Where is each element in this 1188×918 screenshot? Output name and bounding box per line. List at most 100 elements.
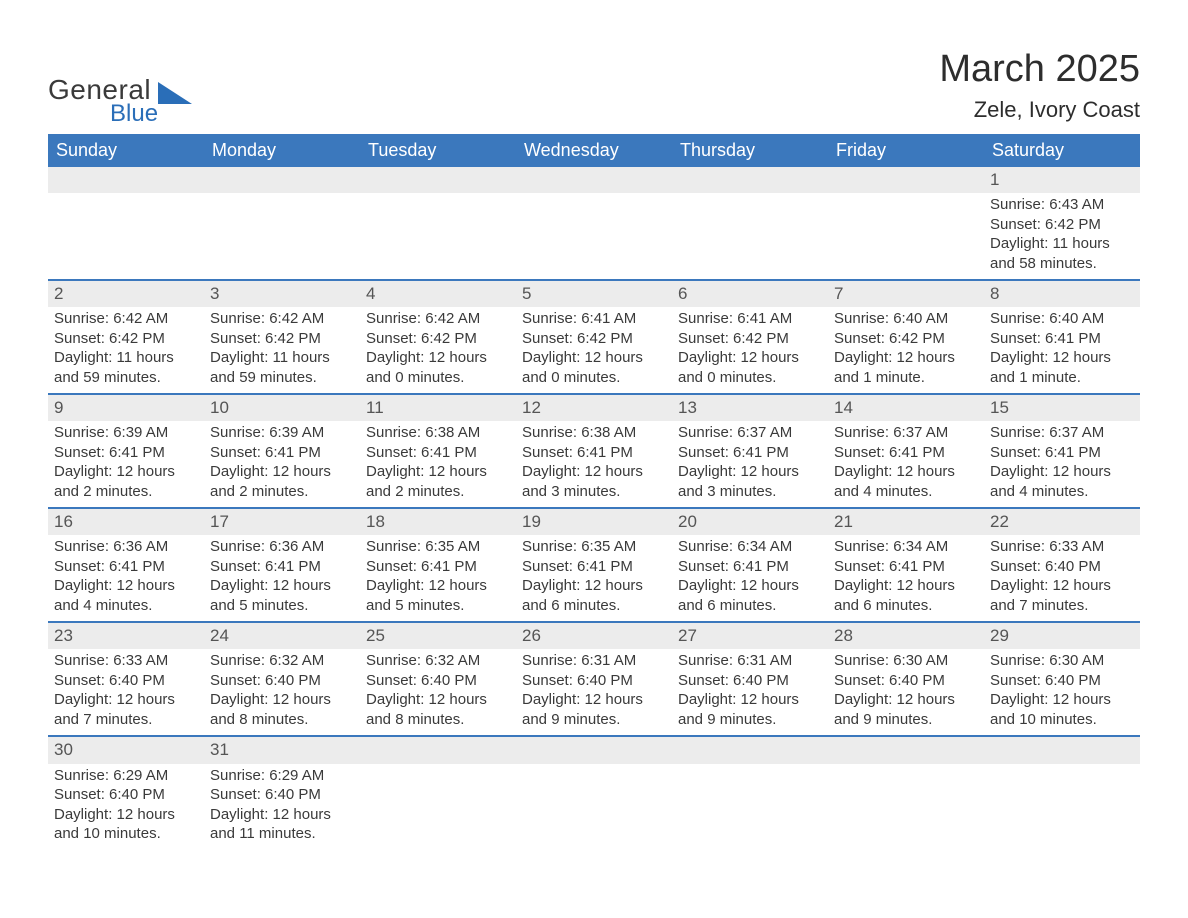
day-day1: Daylight: 12 hours xyxy=(366,690,510,710)
day-sunrise: Sunrise: 6:30 AM xyxy=(834,651,978,671)
day-content-cell: Sunrise: 6:34 AMSunset: 6:41 PMDaylight:… xyxy=(828,535,984,622)
day-number-cell xyxy=(48,167,204,193)
day-content-cell: Sunrise: 6:32 AMSunset: 6:40 PMDaylight:… xyxy=(204,649,360,736)
day-number-row: 3031 xyxy=(48,736,1140,763)
day-sunset: Sunset: 6:41 PM xyxy=(54,443,198,463)
day-number-cell: 3 xyxy=(204,280,360,307)
weekday-header: Tuesday xyxy=(360,134,516,167)
day-day2: and 4 minutes. xyxy=(990,482,1134,502)
day-number-row: 2345678 xyxy=(48,280,1140,307)
day-day2: and 4 minutes. xyxy=(834,482,978,502)
day-sunset: Sunset: 6:40 PM xyxy=(210,671,354,691)
day-day1: Daylight: 12 hours xyxy=(366,576,510,596)
day-day2: and 4 minutes. xyxy=(54,596,198,616)
day-sunset: Sunset: 6:40 PM xyxy=(522,671,666,691)
day-number-cell xyxy=(672,167,828,193)
day-sunset: Sunset: 6:40 PM xyxy=(834,671,978,691)
day-day1: Daylight: 12 hours xyxy=(54,805,198,825)
day-sunset: Sunset: 6:41 PM xyxy=(522,443,666,463)
day-day1: Daylight: 12 hours xyxy=(834,576,978,596)
day-number-row: 23242526272829 xyxy=(48,622,1140,649)
day-number-cell xyxy=(360,167,516,193)
day-number-cell xyxy=(828,736,984,763)
day-day1: Daylight: 12 hours xyxy=(678,462,822,482)
day-sunset: Sunset: 6:41 PM xyxy=(210,557,354,577)
day-content-row: Sunrise: 6:43 AMSunset: 6:42 PMDaylight:… xyxy=(48,193,1140,280)
day-day2: and 7 minutes. xyxy=(54,710,198,730)
weekday-header: Wednesday xyxy=(516,134,672,167)
day-sunset: Sunset: 6:41 PM xyxy=(366,443,510,463)
day-number-cell: 28 xyxy=(828,622,984,649)
day-content-cell: Sunrise: 6:36 AMSunset: 6:41 PMDaylight:… xyxy=(204,535,360,622)
day-number-cell: 14 xyxy=(828,394,984,421)
day-content-cell: Sunrise: 6:42 AMSunset: 6:42 PMDaylight:… xyxy=(360,307,516,394)
day-number-cell xyxy=(360,736,516,763)
day-sunset: Sunset: 6:40 PM xyxy=(54,785,198,805)
logo-flag-icon xyxy=(158,82,192,104)
day-sunset: Sunset: 6:40 PM xyxy=(366,671,510,691)
day-day1: Daylight: 12 hours xyxy=(990,576,1134,596)
day-day1: Daylight: 12 hours xyxy=(54,576,198,596)
day-sunset: Sunset: 6:41 PM xyxy=(834,443,978,463)
day-sunrise: Sunrise: 6:32 AM xyxy=(366,651,510,671)
day-sunrise: Sunrise: 6:42 AM xyxy=(54,309,198,329)
day-day1: Daylight: 12 hours xyxy=(990,462,1134,482)
day-content-cell: Sunrise: 6:42 AMSunset: 6:42 PMDaylight:… xyxy=(204,307,360,394)
day-sunset: Sunset: 6:42 PM xyxy=(54,329,198,349)
day-day2: and 6 minutes. xyxy=(522,596,666,616)
day-sunset: Sunset: 6:42 PM xyxy=(678,329,822,349)
day-number-cell: 22 xyxy=(984,508,1140,535)
day-content-row: Sunrise: 6:42 AMSunset: 6:42 PMDaylight:… xyxy=(48,307,1140,394)
day-content-cell: Sunrise: 6:38 AMSunset: 6:41 PMDaylight:… xyxy=(516,421,672,508)
day-sunrise: Sunrise: 6:30 AM xyxy=(990,651,1134,671)
day-sunset: Sunset: 6:41 PM xyxy=(366,557,510,577)
day-day2: and 2 minutes. xyxy=(366,482,510,502)
title-block: March 2025 Zele, Ivory Coast xyxy=(939,48,1140,123)
logo-secondary: Blue xyxy=(48,102,158,126)
day-day1: Daylight: 12 hours xyxy=(990,690,1134,710)
day-day2: and 11 minutes. xyxy=(210,824,354,844)
day-sunrise: Sunrise: 6:34 AM xyxy=(678,537,822,557)
day-number-cell: 10 xyxy=(204,394,360,421)
day-day1: Daylight: 12 hours xyxy=(990,348,1134,368)
day-content-cell xyxy=(360,764,516,850)
header: General Blue March 2025 Zele, Ivory Coas… xyxy=(48,48,1140,126)
day-content-cell: Sunrise: 6:39 AMSunset: 6:41 PMDaylight:… xyxy=(48,421,204,508)
day-number-cell: 20 xyxy=(672,508,828,535)
day-sunrise: Sunrise: 6:40 AM xyxy=(834,309,978,329)
day-number-cell: 31 xyxy=(204,736,360,763)
day-content-row: Sunrise: 6:36 AMSunset: 6:41 PMDaylight:… xyxy=(48,535,1140,622)
day-sunset: Sunset: 6:42 PM xyxy=(522,329,666,349)
day-day1: Daylight: 12 hours xyxy=(678,690,822,710)
day-number-cell: 17 xyxy=(204,508,360,535)
day-sunrise: Sunrise: 6:32 AM xyxy=(210,651,354,671)
day-content-cell xyxy=(516,193,672,280)
day-sunrise: Sunrise: 6:41 AM xyxy=(678,309,822,329)
day-day1: Daylight: 12 hours xyxy=(522,348,666,368)
day-sunset: Sunset: 6:42 PM xyxy=(990,215,1134,235)
day-number-cell: 25 xyxy=(360,622,516,649)
day-content-cell: Sunrise: 6:30 AMSunset: 6:40 PMDaylight:… xyxy=(828,649,984,736)
day-content-cell: Sunrise: 6:42 AMSunset: 6:42 PMDaylight:… xyxy=(48,307,204,394)
day-day1: Daylight: 12 hours xyxy=(210,462,354,482)
day-content-cell: Sunrise: 6:35 AMSunset: 6:41 PMDaylight:… xyxy=(360,535,516,622)
day-day1: Daylight: 12 hours xyxy=(834,462,978,482)
day-day2: and 1 minute. xyxy=(990,368,1134,388)
day-sunset: Sunset: 6:41 PM xyxy=(210,443,354,463)
day-number-cell: 15 xyxy=(984,394,1140,421)
day-sunset: Sunset: 6:40 PM xyxy=(990,671,1134,691)
day-number-row: 9101112131415 xyxy=(48,394,1140,421)
day-day2: and 59 minutes. xyxy=(210,368,354,388)
day-sunrise: Sunrise: 6:33 AM xyxy=(990,537,1134,557)
day-number-cell xyxy=(672,736,828,763)
day-sunset: Sunset: 6:40 PM xyxy=(210,785,354,805)
day-day2: and 10 minutes. xyxy=(990,710,1134,730)
day-sunset: Sunset: 6:42 PM xyxy=(210,329,354,349)
day-day2: and 6 minutes. xyxy=(834,596,978,616)
day-number-cell: 4 xyxy=(360,280,516,307)
day-sunrise: Sunrise: 6:36 AM xyxy=(210,537,354,557)
day-content-row: Sunrise: 6:33 AMSunset: 6:40 PMDaylight:… xyxy=(48,649,1140,736)
day-sunset: Sunset: 6:41 PM xyxy=(990,329,1134,349)
day-sunrise: Sunrise: 6:42 AM xyxy=(366,309,510,329)
day-content-row: Sunrise: 6:29 AMSunset: 6:40 PMDaylight:… xyxy=(48,764,1140,850)
